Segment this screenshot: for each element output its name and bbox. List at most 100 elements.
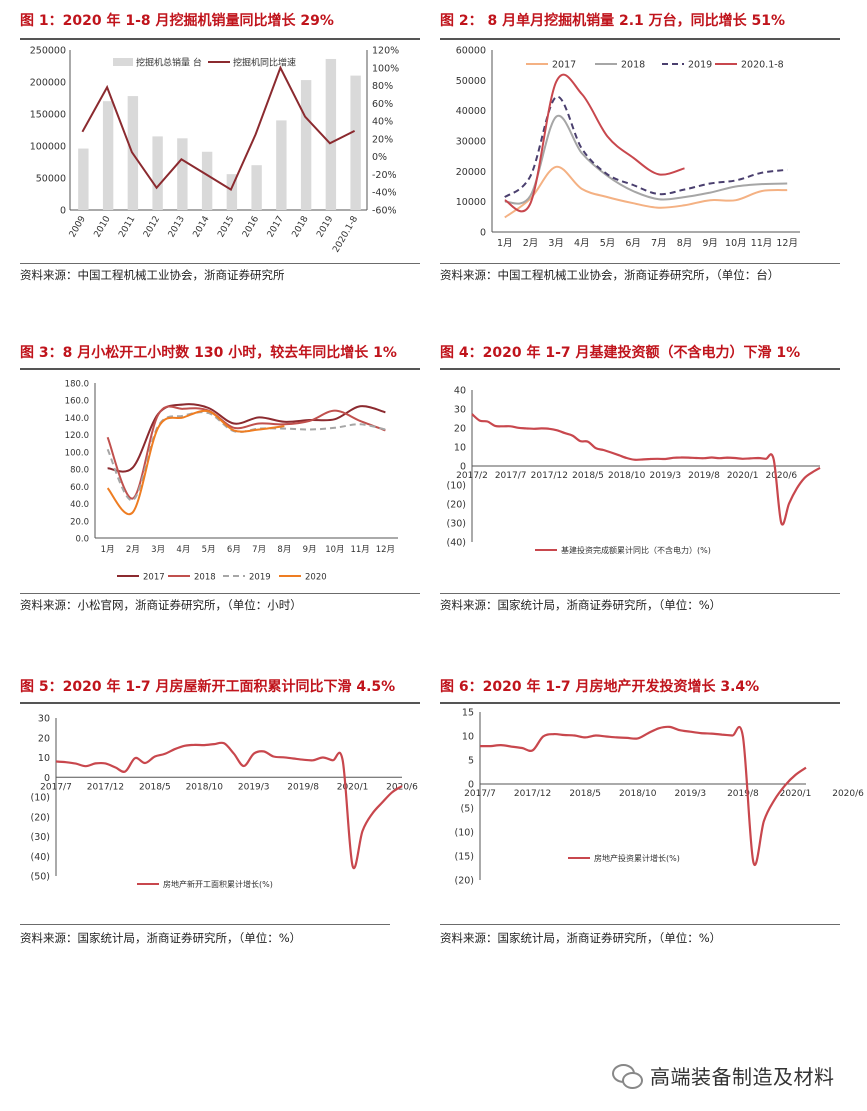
x-tick-label: 12月 [376,545,395,555]
x-tick-label: 2017 [266,215,286,240]
figure-4-bottom-rule [440,593,840,594]
figure-3-top-rule [20,368,420,370]
x-tick-label: 2010 [93,214,113,239]
x-tick-label: 6月 [227,545,241,555]
y-tick-label: (5) [461,804,474,815]
x-tick-label: 9月 [702,238,718,249]
bar-2009 [78,148,89,210]
series-line-2017 [107,403,386,473]
series-line-2018 [106,405,386,500]
x-tick-label: 2009 [68,214,88,239]
figure-1-chart: 0 50000 100000 150000 200000 250000 -60% -40% -2… [30,46,399,255]
bar-2019 [325,58,337,211]
x-tick-label: 2013 [167,215,187,240]
x-tick-label: 2017/7 [40,782,72,792]
x-tick-label: 2018/5 [569,789,601,799]
legend-label-2020: 2020 [305,573,327,583]
x-tick-label: 2018 [291,214,311,239]
figure-6-source: 资料来源：国家统计局，浙商证券研究所，（单位：%） [440,931,722,945]
figure-3-chart: 0.0 20.0 40.0 60.0 80.0 100.0 120.0 140.0 160.0 1… [65,380,398,583]
x-tick-label: 10月 [325,545,344,555]
legend-label-2017: 2017 [552,60,576,71]
figure-4-top-rule [440,368,840,370]
x-tick-label: 2019/8 [727,789,759,799]
figure-6-chart: (20) (15) (10) (5) 0 5 10 15 2017/7 2017/12 2018/5… [454,708,864,887]
y-tick-label: 40.0 [70,500,89,510]
bar-2010 [102,101,114,210]
y-tick-label: 60000 [456,46,486,57]
watermark-text: 高端装备制造及材料 [650,1064,835,1089]
y-tick-label: (30) [446,519,466,530]
x-tick-label: 2012 [142,215,162,240]
x-tick-label: 2017/7 [495,471,527,481]
legend-label-2020.1-8: 2020.1-8 [741,60,784,71]
bar-2020.1-8 [350,75,361,210]
figure-4-chart: (40) (30) (20) (10) 0 10 20 30 40 2017/2 2017/7 201… [446,386,821,555]
legend-label: 房地产新开工面积累计增长(%) [163,879,273,889]
x-tick-label: 11月 [751,238,773,249]
left-tick-label: 200000 [30,78,66,89]
y-tick-label: 30 [38,714,50,725]
x-tick-label: 2018/10 [619,789,657,799]
x-tick-label: 2017/7 [464,789,496,799]
x-tick-label: 2020/1 [727,471,759,481]
y-tick-label: 15 [462,708,474,719]
x-tick-label: 6月 [625,238,641,249]
figure-5-title: 图 5：2020 年 1-7 月房屋新开工面积累计同比下滑 4.5% [20,679,396,695]
y-tick-label: 60.0 [70,483,89,493]
left-tick-label: 50000 [36,174,66,185]
x-tick-label: 2020/6 [832,789,864,799]
y-tick-label: 30 [454,405,466,416]
right-tick-label: 100% [372,63,399,74]
y-tick-label: 10 [38,753,50,764]
x-tick-label: 2011 [117,215,137,240]
y-tick-label: (20) [30,812,50,823]
series-line-2019 [504,95,788,198]
figure-5-bottom-rule [20,924,390,925]
right-tick-label: -60% [372,206,397,217]
x-tick-label: 2020/1 [780,789,812,799]
x-tick-label: 2019 [315,214,335,239]
y-tick-label: 10000 [456,197,486,208]
y-tick-label: (10) [446,481,466,492]
legend-label-2017: 2017 [143,573,165,583]
legend-swatch-bars [113,58,133,66]
right-tick-label: -20% [372,170,397,181]
x-tick-label: 2014 [192,214,212,239]
y-tick-label: 10 [462,732,474,743]
x-tick-label: 2019/3 [238,782,270,792]
y-tick-label: 120.0 [65,431,89,441]
y-tick-label: 10 [454,443,466,454]
x-tick-label: 8月 [277,545,291,555]
x-tick-label: 2016 [241,214,261,239]
y-tick-label: (30) [30,832,50,843]
y-tick-label: 50000 [456,76,486,87]
series-line-2020.1-8 [504,73,685,213]
figure-6-bottom-rule [440,924,840,925]
x-tick-label: 7月 [252,545,266,555]
series-line-2018 [504,114,788,205]
left-tick-label: 250000 [30,46,66,57]
series-line [55,741,403,870]
y-tick-label: (10) [454,828,474,839]
y-tick-label: 30000 [456,137,486,148]
y-tick-label: 20 [454,424,466,435]
figure-5-panel: 图 5：2020 年 1-7 月房屋新开工面积累计同比下滑 4.5% (50)(… [20,674,422,954]
legend-label-2019: 2019 [688,60,712,71]
y-tick-label: 20 [38,733,50,744]
y-tick-label: 180.0 [65,380,89,390]
x-tick-label: 2020/6 [765,471,797,481]
x-tick-label: 2018/5 [139,782,171,792]
left-tick-label: 100000 [30,142,66,153]
series-line [471,413,821,526]
x-tick-label: 3月 [151,545,165,555]
legend-label: 基建投资完成额累计同比（不含电力）(%) [561,545,711,555]
y-tick-label: 0.0 [75,535,89,545]
watermark: 高端装备制造及材料 [612,1058,835,1092]
right-tick-label: 120% [372,46,399,57]
bar-2014 [201,151,213,210]
figure-2-source: 资料来源：中国工程机械工业协会，浙商证券研究所，（单位：台） [440,268,780,282]
series-line-2017 [504,165,788,219]
y-tick-label: 40000 [456,106,486,117]
figure-2-title: 图 2： 8 月单月挖掘机销量 2.1 万台，同比增长 51% [440,13,786,29]
